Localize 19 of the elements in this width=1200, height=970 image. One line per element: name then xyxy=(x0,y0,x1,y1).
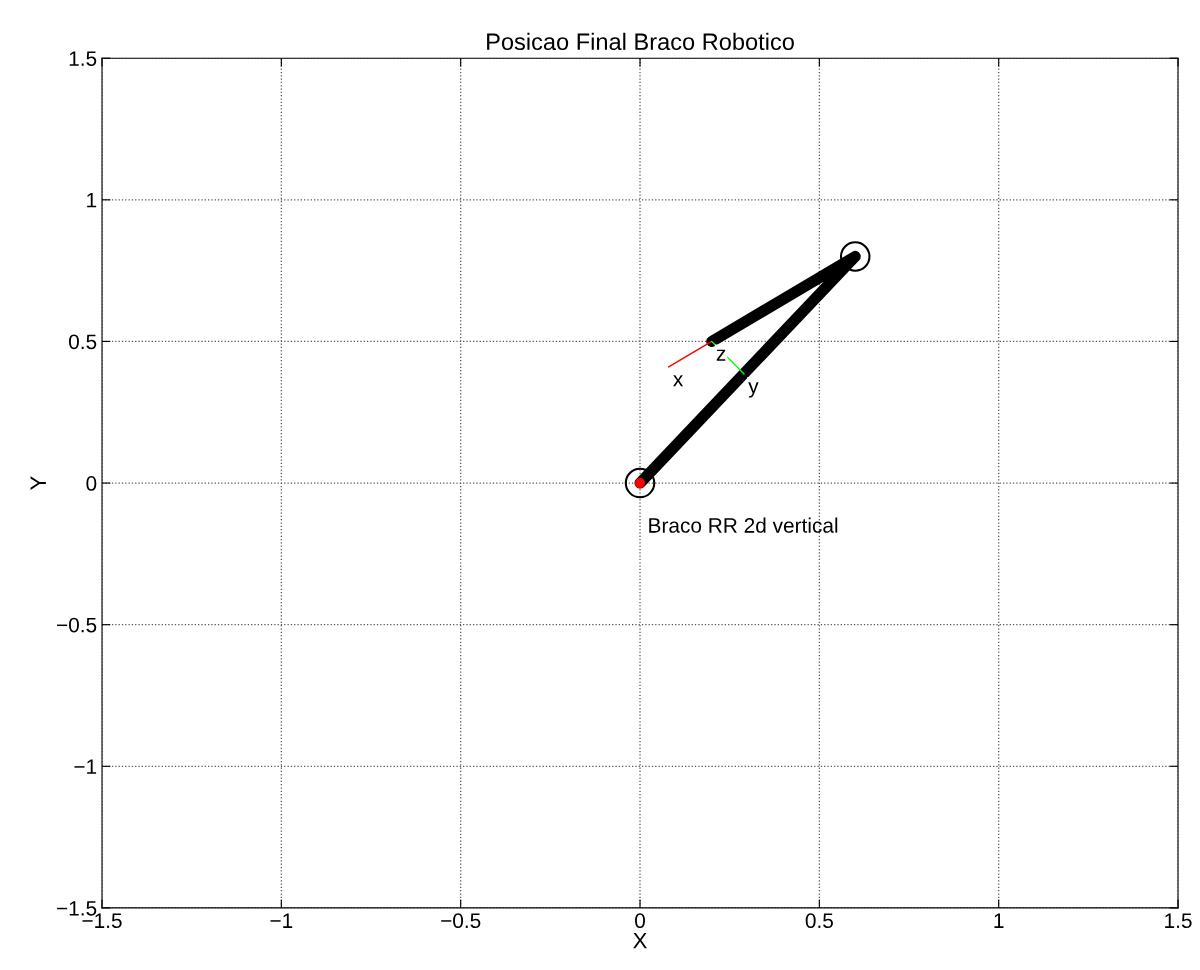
annotation: z xyxy=(716,349,726,361)
x-tick-label: 1.5 xyxy=(1165,913,1192,929)
annotation: Braco RR 2d vertical xyxy=(649,517,838,533)
y-tick-label: −0.5 xyxy=(57,617,97,633)
y-tick-label: 0.5 xyxy=(68,334,97,350)
y-tick-label: 1 xyxy=(87,193,97,208)
x-tick-label: 0 xyxy=(635,913,645,929)
y-tick-label: 0 xyxy=(86,476,97,491)
chart-title: Posicao Final Braco Robotico xyxy=(487,32,794,51)
x-tick-label: 1 xyxy=(994,913,1004,928)
annotation: y xyxy=(748,382,759,398)
annotation: x xyxy=(673,375,684,387)
y-axis-title: Y xyxy=(30,476,46,490)
x-tick-label: −1 xyxy=(270,913,293,928)
x-tick-label: −0.5 xyxy=(441,913,481,929)
y-tick-label: −1 xyxy=(74,759,97,774)
y-tick-label: 1.5 xyxy=(69,51,97,66)
x-axis-title: X xyxy=(633,933,647,949)
x-tick-label: 0.5 xyxy=(805,913,833,929)
